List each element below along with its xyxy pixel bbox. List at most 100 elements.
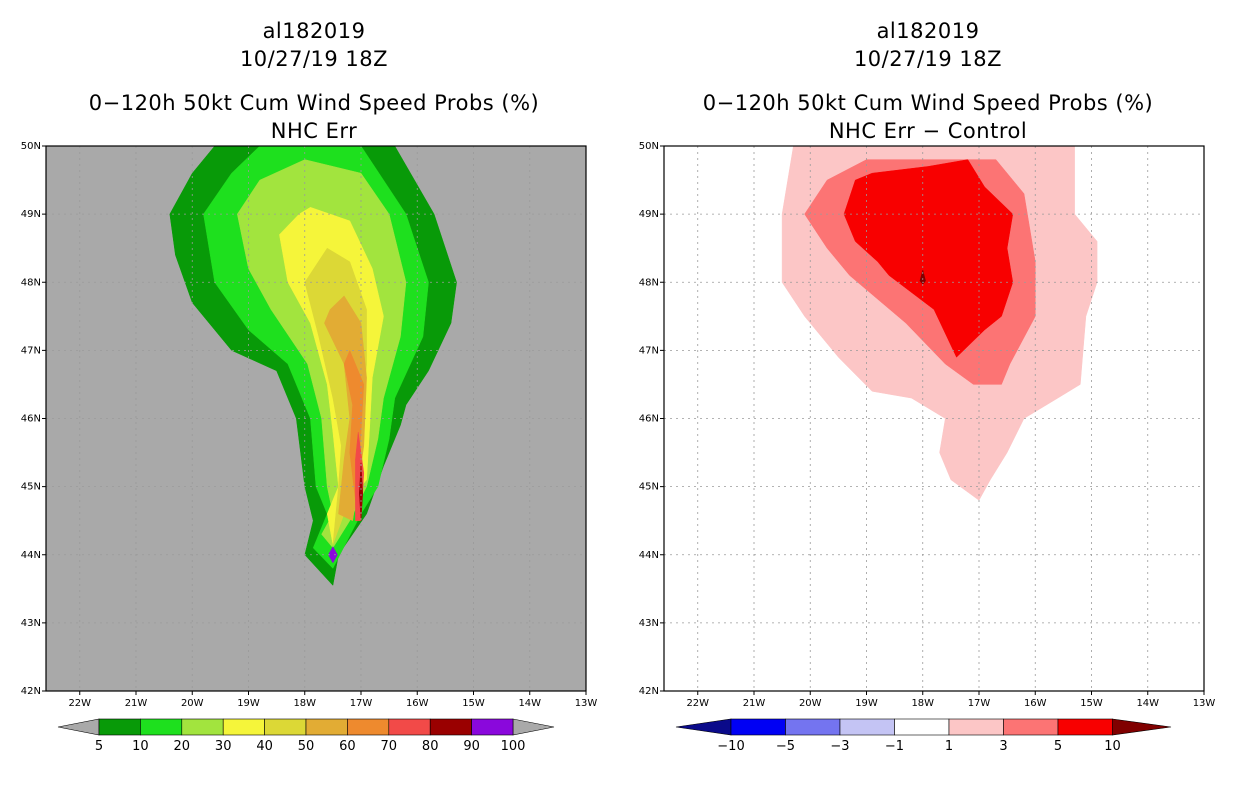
colorbar-label: 80 <box>422 739 439 754</box>
y-tick-label: 48N <box>21 277 41 288</box>
y-tick-label: 45N <box>639 482 659 493</box>
y-tick-label: 44N <box>639 550 659 561</box>
axis-ticks: 22W 21W 20W 19W 18W 17W 16W 15W 14W 13W 50N 49N 48N 4… <box>639 141 1216 709</box>
x-tick-label: 19W <box>237 698 260 709</box>
x-tick-label: 17W <box>968 698 991 709</box>
x-tick-label: 20W <box>799 698 822 709</box>
colorbar-swatch <box>181 718 224 736</box>
x-tick-label: 18W <box>293 698 316 709</box>
colorbar-label: 5 <box>1054 739 1062 754</box>
colorbar-swatch <box>305 718 348 736</box>
colorbar-label: −3 <box>830 739 849 754</box>
colorbar-end-low <box>57 718 100 736</box>
plot-area <box>45 145 587 692</box>
x-tick-label: 18W <box>911 698 934 709</box>
axis-ticks: 22W 21W 20W 19W 18W 17W 16W 15W 14W 13W 50N 49N 48N 4… <box>21 141 598 709</box>
colorbar-end-high <box>512 718 555 736</box>
colorbar-swatch <box>264 718 307 736</box>
colorbar-end-low <box>675 718 732 736</box>
x-tick-label: 15W <box>462 698 485 709</box>
x-tick-label: 14W <box>1136 698 1159 709</box>
colorbar-end-high <box>1112 718 1172 736</box>
y-tick-label: 43N <box>21 618 41 629</box>
colorbar-swatch <box>1057 718 1113 736</box>
contour-layer <box>781 146 1098 501</box>
title-line-1: al182019 <box>877 19 980 43</box>
title-line-4: NHC Err <box>271 119 358 143</box>
colorbar-label: 100 <box>501 739 526 754</box>
colorbar-label: −5 <box>776 739 795 754</box>
y-tick-label: 49N <box>21 209 41 220</box>
y-tick-label: 48N <box>639 277 659 288</box>
contour-level-90 <box>328 546 338 564</box>
x-tick-label: 15W <box>1080 698 1103 709</box>
colorbar-label: 20 <box>174 739 191 754</box>
colorbar-swatch <box>1003 718 1059 736</box>
colorbar: −10 −5 −3 −1 1 3 5 10 <box>675 718 1172 754</box>
colorbar-swatch <box>471 718 514 736</box>
colorbar-swatch <box>222 718 265 736</box>
colorbar-label: 1 <box>945 739 953 754</box>
y-tick-label: 43N <box>639 618 659 629</box>
colorbar-label: 5 <box>95 739 103 754</box>
y-tick-label: 50N <box>21 141 41 152</box>
y-tick-label: 42N <box>21 686 41 697</box>
colorbar-label: 30 <box>215 739 232 754</box>
x-tick-label: 13W <box>575 698 598 709</box>
x-tick-label: 14W <box>518 698 541 709</box>
title-line-2: 10/27/19 18Z <box>240 47 388 71</box>
colorbar-swatch <box>140 718 183 736</box>
grid-layer <box>664 146 1204 691</box>
title-line-2: 10/27/19 18Z <box>854 47 1002 71</box>
x-tick-label: 21W <box>743 698 766 709</box>
y-tick-label: 47N <box>639 345 659 356</box>
colorbar-label: 10 <box>1104 739 1121 754</box>
y-tick-label: 46N <box>639 414 659 425</box>
y-tick-label: 42N <box>639 686 659 697</box>
x-tick-label: 13W <box>1193 698 1216 709</box>
y-tick-label: 50N <box>639 141 659 152</box>
colorbar-swatch <box>839 718 895 736</box>
colorbar-swatch <box>98 718 141 736</box>
colorbar-swatch <box>347 718 390 736</box>
panel-nhc-err: al182019 10/27/19 18Z 0−120h 50kt Cum Wi… <box>21 19 598 754</box>
y-tick-label: 49N <box>639 209 659 220</box>
panel-nhc-err-minus-control: al182019 10/27/19 18Z 0−120h 50kt Cum Wi… <box>639 19 1216 754</box>
y-tick-label: 46N <box>21 414 41 425</box>
colorbar-label: 60 <box>339 739 356 754</box>
colorbar-label: 90 <box>463 739 480 754</box>
colorbar-label: 70 <box>381 739 398 754</box>
x-tick-label: 20W <box>181 698 204 709</box>
colorbar-label: −1 <box>885 739 904 754</box>
colorbar-label: 50 <box>298 739 315 754</box>
title-line-4: NHC Err − Control <box>829 119 1027 143</box>
x-tick-label: 19W <box>855 698 878 709</box>
contour-level-80 <box>359 462 363 521</box>
colorbar-swatch <box>785 718 841 736</box>
y-tick-label: 45N <box>21 482 41 493</box>
x-tick-label: 21W <box>125 698 148 709</box>
colorbar-label: 3 <box>999 739 1007 754</box>
colorbar-label: −10 <box>717 739 744 754</box>
x-tick-label: 22W <box>68 698 91 709</box>
colorbar: 5 10 20 30 40 50 60 70 80 90 100 <box>57 718 555 754</box>
grid-layer <box>46 146 586 691</box>
colorbar-swatch <box>894 718 950 736</box>
contour-layer <box>169 146 457 586</box>
x-tick-label: 16W <box>406 698 429 709</box>
x-tick-label: 16W <box>1024 698 1047 709</box>
x-tick-label: 17W <box>350 698 373 709</box>
colorbar-swatch <box>948 718 1004 736</box>
title-line-1: al182019 <box>263 19 366 43</box>
plot-area <box>663 145 1205 692</box>
colorbar-swatch <box>388 718 431 736</box>
colorbar-label: 40 <box>256 739 273 754</box>
title-line-3: 0−120h 50kt Cum Wind Speed Probs (%) <box>703 91 1153 115</box>
y-tick-label: 44N <box>21 550 41 561</box>
colorbar-swatch <box>730 718 786 736</box>
y-tick-label: 47N <box>21 345 41 356</box>
title-line-3: 0−120h 50kt Cum Wind Speed Probs (%) <box>89 91 539 115</box>
colorbar-label: 10 <box>132 739 149 754</box>
x-tick-label: 22W <box>686 698 709 709</box>
